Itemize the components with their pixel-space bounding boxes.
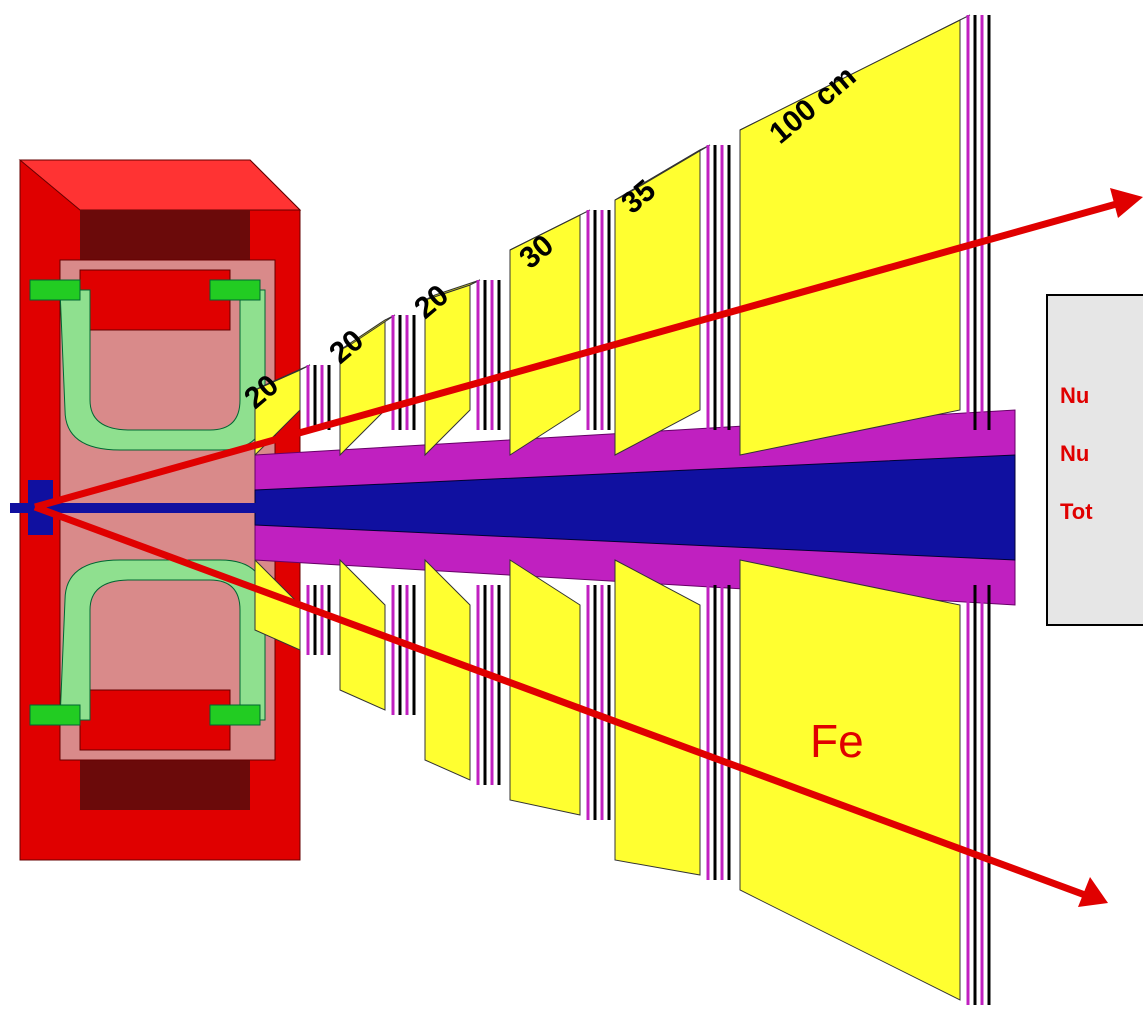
magnet-pole	[79, 689, 231, 751]
absorber-side	[614, 144, 711, 201]
info-line: Nu	[1060, 383, 1089, 408]
coil-end	[209, 279, 261, 301]
absorber-bottom	[424, 558, 471, 781]
absorber-bottom	[339, 558, 386, 711]
magnet-top	[18, 159, 302, 211]
info-line: Nu	[1060, 441, 1089, 466]
info-box	[1046, 294, 1143, 626]
arrow-head	[1110, 188, 1143, 218]
coil	[59, 289, 266, 451]
absorber-bottom	[739, 559, 961, 1001]
absorber-bottom	[254, 558, 301, 651]
coil	[59, 559, 266, 721]
absorber-bottom	[614, 559, 701, 876]
absorber-side	[254, 364, 311, 391]
coil-end	[29, 279, 81, 301]
absorber-side	[509, 209, 591, 251]
absorber-side	[339, 314, 396, 351]
arrow-head	[1078, 877, 1108, 907]
magnet-pole	[79, 269, 231, 331]
absorber-side	[739, 14, 971, 131]
beam-pipe-core	[254, 454, 1016, 561]
absorber-bottom	[509, 559, 581, 816]
coil-end	[209, 704, 261, 726]
material-label: Fe	[810, 715, 864, 767]
beam-line	[10, 503, 260, 513]
absorber-side	[424, 279, 481, 301]
track-arrow	[33, 503, 1087, 899]
info-line: Tot	[1060, 499, 1093, 524]
detector-geometry	[10, 159, 1016, 861]
track-arrow	[34, 199, 1121, 511]
coil-end	[29, 704, 81, 726]
